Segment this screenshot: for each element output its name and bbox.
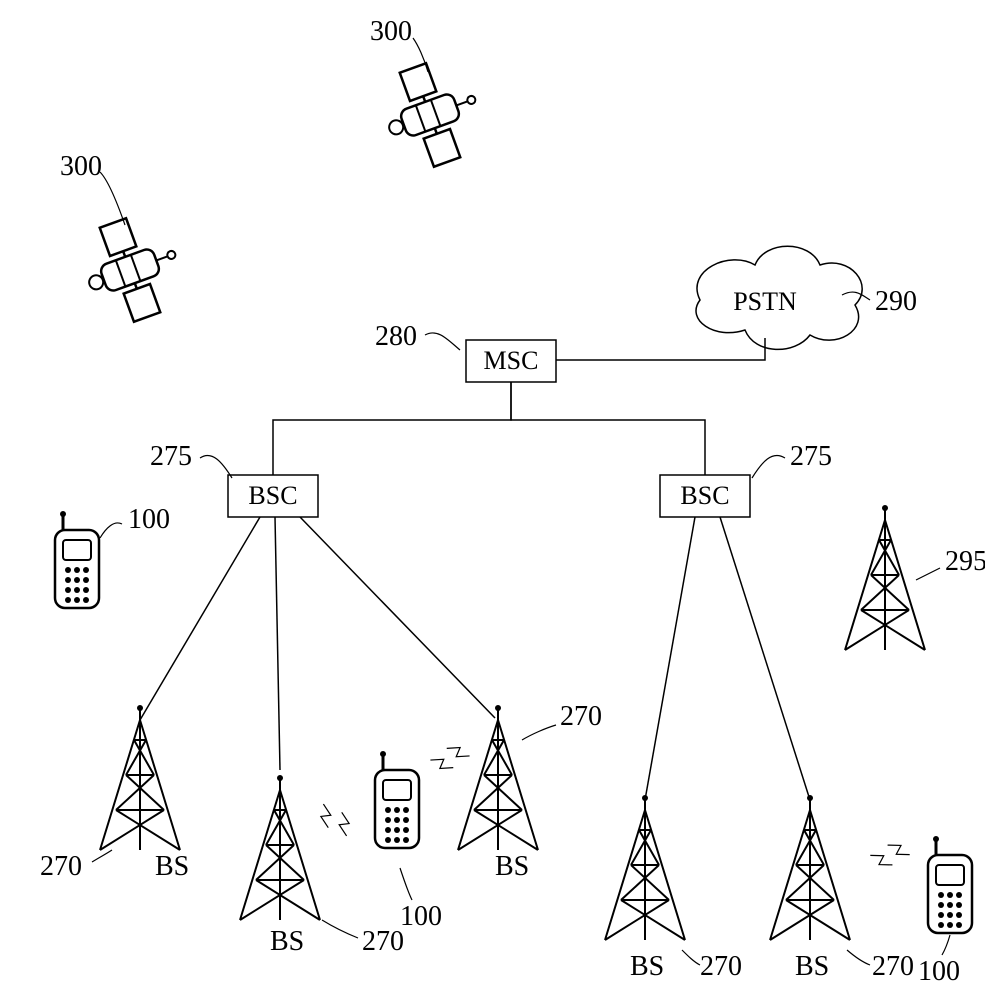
bs-5-ref: 270 xyxy=(872,951,914,982)
bs-3-label: BS xyxy=(495,851,529,882)
pstn-label: PSTN xyxy=(733,287,797,316)
bs-6-ref: 295 xyxy=(945,546,985,577)
bs-1-ref: 270 xyxy=(40,851,82,882)
satellite-1-ref: 300 xyxy=(60,151,102,182)
network-links xyxy=(140,338,810,800)
msc-ref-text: 280 xyxy=(375,321,417,352)
bs-2-ref: 270 xyxy=(362,926,404,957)
msc-ref: 280 xyxy=(375,321,460,352)
bsc-left-label: BSC xyxy=(248,481,297,510)
bs-4-label: BS xyxy=(630,951,664,982)
bs-2-label: BS xyxy=(270,926,304,957)
bs-6: 295 xyxy=(845,505,985,650)
bsc-left-ref-text: 275 xyxy=(150,441,192,472)
bs-5: BS 270 xyxy=(770,795,914,982)
msc-label: MSC xyxy=(484,346,539,375)
phone-2-ref: 100 xyxy=(400,901,442,932)
bs-4: BS 270 xyxy=(605,795,742,982)
bsc-left-ref: 275 xyxy=(150,441,232,478)
phone-3: 100 xyxy=(918,836,972,987)
bs-4-ref: 270 xyxy=(700,951,742,982)
bs-3-ref: 270 xyxy=(560,701,602,732)
bs-1-label: BS xyxy=(155,851,189,882)
pstn-cloud: PSTN xyxy=(696,246,862,349)
satellite-2: 300 xyxy=(370,16,480,167)
network-diagram: PSTN 290 MSC 280 BSC 275 BSC 275 xyxy=(0,0,985,1000)
msc-box: MSC xyxy=(466,340,556,382)
satellite-2-ref: 300 xyxy=(370,16,412,47)
bsc-right-box: BSC xyxy=(660,475,750,517)
rf-link-1 xyxy=(314,802,355,837)
bs-1: BS 270 xyxy=(40,705,189,882)
phone-1-ref: 100 xyxy=(128,504,170,535)
bsc-right-ref: 275 xyxy=(752,441,832,478)
rf-link-3 xyxy=(869,838,910,871)
bs-5-label: BS xyxy=(795,951,829,982)
phone-1: 100 xyxy=(55,504,170,608)
pstn-ref-text: 290 xyxy=(875,286,917,317)
bsc-left-box: BSC xyxy=(228,475,318,517)
bsc-right-ref-text: 275 xyxy=(790,441,832,472)
bs-3: BS 270 xyxy=(458,701,602,882)
phone-2: 100 xyxy=(375,751,442,932)
phone-3-ref: 100 xyxy=(918,956,960,987)
rf-link-2 xyxy=(429,740,470,775)
satellite-1: 300 xyxy=(60,151,180,322)
bsc-right-label: BSC xyxy=(680,481,729,510)
